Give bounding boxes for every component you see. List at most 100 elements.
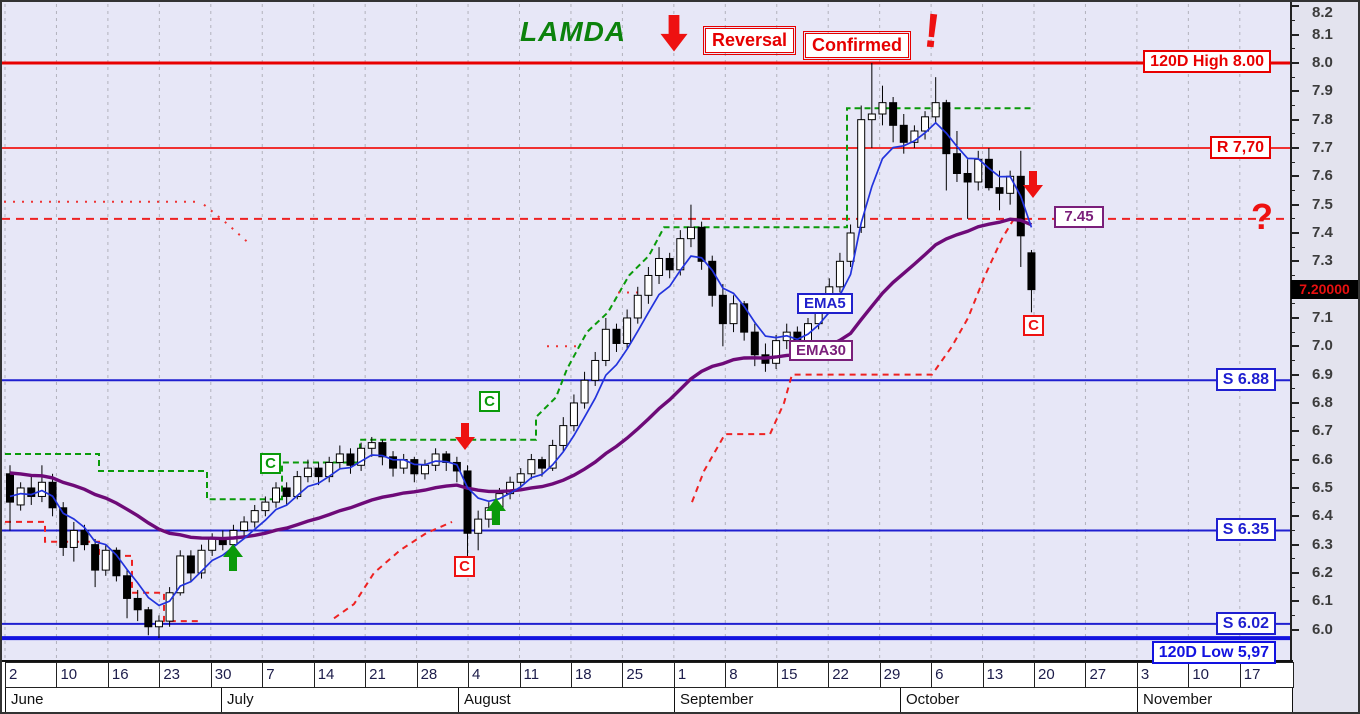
candle-down — [186, 555, 195, 574]
month-divider — [1292, 688, 1293, 712]
price-tick-label: 6.8 — [1312, 394, 1333, 411]
symbol-title: LAMDA — [520, 16, 627, 47]
trailing-stop-dashed-line — [691, 218, 1015, 503]
price-tick-label: 6.5 — [1312, 479, 1333, 496]
candle-up — [431, 453, 440, 466]
plot-background — [2, 2, 1290, 660]
price-tick-label: 8.0 — [1312, 54, 1333, 71]
candle-down — [123, 575, 132, 599]
candle-up — [910, 130, 919, 143]
candle-up — [846, 232, 855, 262]
up-arrow-icon — [486, 498, 506, 525]
price-minor-tick — [1290, 105, 1295, 106]
candle-down — [410, 459, 419, 475]
candle-down — [346, 453, 355, 466]
week-cell: 8 — [725, 662, 780, 688]
candle-up — [303, 467, 312, 478]
price-tick-label: 7.6 — [1312, 167, 1333, 184]
candle-up — [878, 102, 887, 115]
week-cell: 13 — [982, 662, 1037, 688]
candle-up — [197, 549, 206, 574]
week-cell: 7 — [262, 662, 317, 688]
week-cell: 30 — [210, 662, 266, 688]
month-divider — [674, 688, 675, 712]
date-axis-line — [2, 660, 1293, 662]
price-tick-label: 7.9 — [1312, 82, 1333, 99]
candle-down — [389, 456, 398, 469]
level-label: 120D Low 5,97 — [1151, 641, 1276, 665]
candle-down — [538, 459, 546, 469]
price-tick-label: 6.0 — [1312, 621, 1333, 638]
price-minor-tick — [1290, 360, 1295, 361]
confirmation-c-marker-green: C — [260, 453, 281, 474]
candle-up — [601, 328, 610, 361]
candle-up — [516, 473, 525, 483]
price-tick — [1290, 515, 1299, 517]
reversal-badge: Reversal — [702, 26, 797, 55]
month-label: July — [227, 691, 254, 708]
confirmation-c-marker-red: C — [454, 556, 475, 577]
candle-up — [686, 226, 695, 240]
price-tick — [1290, 487, 1299, 489]
month-label: June — [11, 691, 44, 708]
price-tick — [1290, 374, 1299, 376]
candle-up — [261, 501, 270, 512]
price-minor-tick — [1290, 530, 1295, 531]
candle-down — [112, 549, 121, 577]
candle-down — [282, 487, 291, 497]
month-divider — [5, 688, 6, 712]
candle-down — [750, 331, 759, 356]
candle-up — [357, 447, 366, 466]
candle-up — [154, 620, 163, 628]
level-label: 120D High 8.00 — [1143, 50, 1271, 73]
price-minor-tick — [1290, 558, 1295, 559]
price-minor-tick — [1290, 133, 1295, 134]
week-cell: 22 — [828, 662, 883, 688]
price-tick-label: 6.2 — [1312, 564, 1333, 581]
candle-up — [367, 442, 376, 449]
price-tick-label: 6.4 — [1312, 507, 1333, 524]
candle-up — [420, 464, 429, 475]
price-tick-label: 6.6 — [1312, 451, 1333, 468]
price-minor-tick — [1290, 615, 1295, 616]
price-minor-tick — [1290, 417, 1295, 418]
week-cell: 16 — [107, 662, 163, 688]
week-cell: 14 — [313, 662, 369, 688]
candle-up — [633, 294, 642, 319]
title-down-arrow-icon — [660, 15, 688, 52]
level-label: S 6.02 — [1215, 611, 1276, 635]
confirmed-badge: Confirmed — [803, 31, 911, 60]
candle-up — [644, 274, 653, 296]
candle-down — [665, 257, 674, 271]
week-cell: 28 — [416, 662, 472, 688]
price-tick — [1290, 232, 1299, 234]
week-cell: 27 — [1085, 662, 1140, 688]
week-cell: 17 — [1239, 662, 1295, 688]
price-minor-tick — [1290, 445, 1295, 446]
trailing-stop-price-label: 7.45 — [1054, 206, 1104, 228]
candle-up — [729, 303, 738, 325]
ema30-label: EMA30 — [789, 340, 854, 361]
down-arrow-icon — [1023, 171, 1043, 198]
month-label: November — [1143, 691, 1213, 708]
date-axis-weeks: 2 10 16 23 30 7 14 21 28 4 11 18 25 1 8 15 22 29 6 13 20 27 3 1… — [2, 662, 1295, 688]
candle-up — [772, 340, 781, 364]
price-tick — [1290, 317, 1299, 319]
month-divider — [458, 688, 459, 712]
ema30-line — [9, 217, 1033, 541]
candle-down — [378, 442, 387, 458]
price-minor-tick — [1290, 162, 1295, 163]
candle-down — [708, 260, 717, 296]
price-tick — [1290, 260, 1299, 262]
candle-up — [835, 260, 844, 288]
week-cell: 25 — [622, 662, 677, 688]
price-tick — [1290, 204, 1299, 206]
ema5-line — [9, 121, 1033, 607]
price-minor-tick — [1290, 247, 1295, 248]
candle-up — [37, 481, 46, 497]
candle-down — [899, 124, 908, 143]
candle-up — [580, 379, 589, 404]
last-price-tag: 7.20000 — [1291, 280, 1358, 299]
candle-up — [931, 102, 940, 118]
